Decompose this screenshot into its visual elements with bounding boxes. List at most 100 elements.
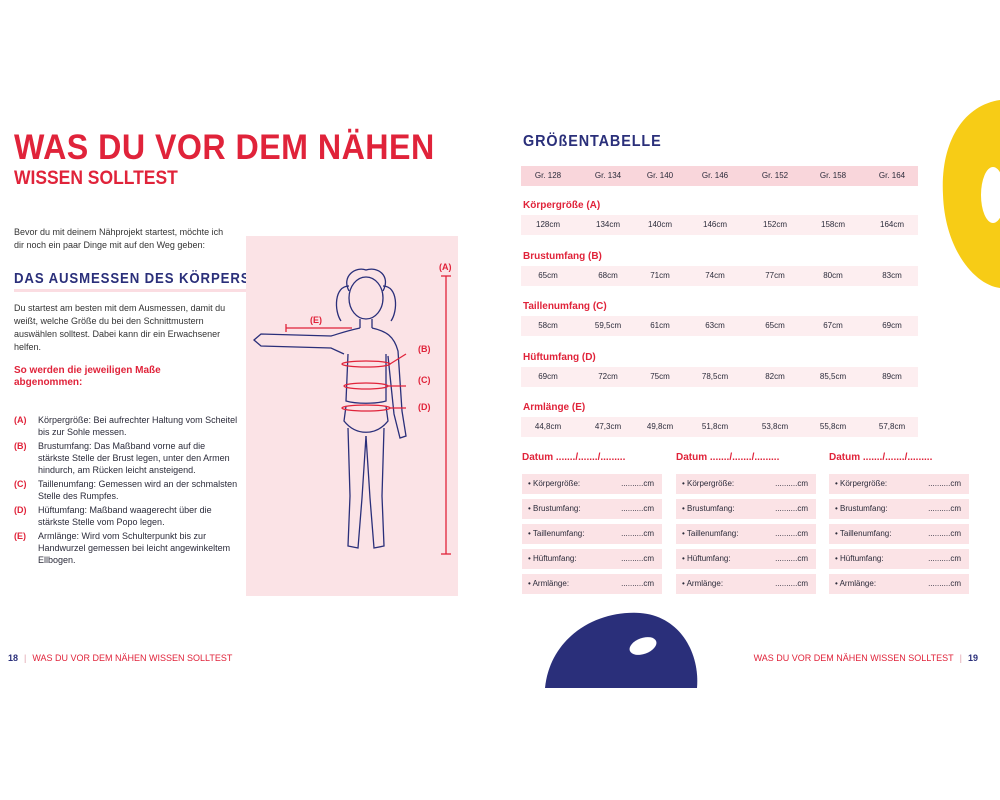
measurement-entry-field[interactable]: • Taillenumfang: ..........cm (522, 524, 662, 544)
table-cell: 158cm (820, 220, 846, 229)
page-title: WAS DU VOR DEM NÄHEN (14, 128, 435, 167)
field-blank: ..........cm (621, 479, 654, 488)
field-blank: ..........cm (621, 529, 654, 538)
table-cell: 72cm (598, 371, 618, 381)
row-label: Armlänge (E) (523, 402, 586, 413)
table-cell: 51,8cm (701, 422, 729, 431)
footer-text: WAS DU VOR DEM NÄHEN WISSEN SOLLTEST (753, 653, 954, 663)
section-heading: DAS AUSMESSEN DES KÖRPERS (14, 270, 251, 292)
table-row: 65cm 68cm 71cm 74cm 77cm 80cm 83cm (521, 265, 918, 286)
date-label: Datum ......./......./......... (676, 452, 780, 463)
body-measurement-illustration: (A) (E) (B) (C) (D) (246, 236, 458, 596)
field-blank: ..........cm (775, 529, 808, 538)
size-table-heading: GRÖßENTABELLE (523, 133, 662, 150)
row-label: Körpergröße (A) (523, 200, 601, 211)
field-label: • Armlänge: (682, 579, 724, 588)
page-number: 18 (8, 653, 19, 663)
table-cell: 80cm (823, 270, 843, 280)
label-c: (C) (418, 375, 431, 385)
footer-text: WAS DU VOR DEM NÄHEN WISSEN SOLLTEST (32, 653, 233, 663)
measurement-entry-field[interactable]: • Körpergröße: ..........cm (522, 474, 662, 494)
row-label: Taillenumfang (C) (523, 301, 607, 312)
measurement-entry-field[interactable]: • Armlänge: ..........cm (676, 574, 816, 594)
table-cell: 55,8cm (819, 422, 847, 431)
table-cell: 164cm (879, 220, 905, 229)
table-cell: 58cm (538, 321, 558, 330)
list-item: (C) Taillenumfang: Gemessen wird an der s… (14, 479, 238, 501)
table-cell: 59,5cm (594, 321, 622, 330)
table-cell: 134cm (595, 220, 621, 229)
field-label: • Brustumfang: (682, 504, 735, 513)
table-cell: Gr. 152 (761, 171, 789, 180)
label-a: (A) (439, 262, 452, 272)
table-cell: 65cm (538, 270, 558, 280)
measurement-entry-field[interactable]: • Körpergröße: ..........cm (829, 474, 969, 494)
table-row: 128cm 134cm 140cm 146cm 152cm 158cm 164cm (521, 215, 918, 235)
table-row: 58cm 59,5cm 61cm 63cm 65cm 67cm 69cm (521, 316, 918, 336)
field-label: • Hüftumfang: (682, 554, 731, 563)
table-cell: 69cm (882, 321, 902, 330)
list-item: (B) Brustumfang: Das Maßband vorne auf di… (14, 441, 230, 475)
date-label: Datum ......./......./......... (522, 452, 626, 463)
table-cell: 146cm (702, 220, 728, 229)
table-cell: Gr. 164 (878, 171, 906, 180)
table-header-row: Gr. 128 Gr. 134 Gr. 140 Gr. 146 Gr. 152 Gr. 1… (521, 166, 918, 186)
footer-left: 18 | WAS DU VOR DEM NÄHEN WISSEN SOLLTEST (8, 653, 233, 663)
measurement-log-column: Datum ......./......./......... • Körperg… (676, 452, 816, 599)
measurement-log-column: Datum ......./......./......... • Körperg… (829, 452, 969, 599)
table-cell: 69cm (538, 371, 558, 381)
table-cell: 75cm (650, 371, 670, 381)
table-cell: 57,8cm (878, 422, 906, 431)
label-d: (D) (418, 402, 431, 412)
measurement-entry-field[interactable]: • Taillenumfang: ..........cm (676, 524, 816, 544)
table-cell: 44,8cm (534, 422, 562, 431)
table-cell: 74cm (705, 270, 725, 280)
table-cell: Gr. 134 (594, 171, 622, 180)
field-blank: ..........cm (621, 504, 654, 513)
intro-text: Bevor du mit deinem Nähprojekt startest,… (14, 227, 224, 250)
measurement-entry-field[interactable]: • Armlänge: ..........cm (829, 574, 969, 594)
table-cell: 53,8cm (761, 422, 789, 431)
field-label: • Armlänge: (835, 579, 877, 588)
table-cell: Gr. 158 (819, 171, 847, 180)
section-paragraph: Du startest am besten mit dem Ausmessen,… (14, 303, 226, 352)
table-row: 44,8cm 47,3cm 49,8cm 51,8cm 53,8cm 55,8cm 57,8… (521, 417, 918, 437)
table-cell: 140cm (647, 220, 673, 229)
measurement-entry-field[interactable]: • Hüftumfang: ..........cm (522, 549, 662, 569)
footer-right: WAS DU VOR DEM NÄHEN WISSEN SOLLTEST | 19 (753, 653, 978, 663)
table-cell: 71cm (650, 270, 670, 280)
measurement-entry-field[interactable]: • Armlänge: ..........cm (522, 574, 662, 594)
table-cell: 61cm (650, 321, 670, 330)
field-blank: ..........cm (928, 554, 961, 563)
measurement-entry-field[interactable]: • Körpergröße: ..........cm (676, 474, 816, 494)
field-label: • Körpergröße: (835, 479, 888, 488)
field-label: • Taillenumfang: (682, 529, 739, 538)
table-cell: 152cm (762, 220, 788, 229)
measurement-entry-field[interactable]: • Brustumfang: ..........cm (522, 499, 662, 519)
field-label: • Hüftumfang: (528, 554, 577, 563)
measurement-entry-field[interactable]: • Hüftumfang: ..........cm (829, 549, 969, 569)
field-blank: ..........cm (928, 504, 961, 513)
table-cell: 67cm (823, 321, 843, 330)
field-label: • Hüftumfang: (835, 554, 884, 563)
list-item: (E) Armlänge: Wird vom Schulterpunkt bis … (14, 531, 231, 565)
table-cell: 128cm (535, 220, 561, 229)
field-blank: ..........cm (928, 529, 961, 538)
measurement-entry-field[interactable]: • Hüftumfang: ..........cm (676, 549, 816, 569)
measurement-entry-field[interactable]: • Taillenumfang: ..........cm (829, 524, 969, 544)
table-cell: 78,5cm (701, 371, 729, 381)
measurement-entry-field[interactable]: • Brustumfang: ..........cm (829, 499, 969, 519)
table-cell: 68cm (598, 270, 618, 280)
measurement-entry-field[interactable]: • Brustumfang: ..........cm (676, 499, 816, 519)
label-e: (E) (310, 315, 322, 325)
label-b: (B) (418, 344, 431, 354)
field-label: • Körpergröße: (528, 479, 581, 488)
row-label: Hüftumfang (D) (523, 351, 596, 363)
table-row: 69cm 72cm 75cm 78,5cm 82cm 85,5cm 89cm (521, 366, 918, 387)
row-label: Brustumfang (B) (523, 250, 602, 262)
table-cell: 89cm (882, 371, 902, 381)
girl-figure-icon: (A) (E) (B) (C) (D) (253, 262, 452, 555)
table-cell: 63cm (705, 321, 725, 330)
table-cell: 49,8cm (646, 422, 674, 431)
measurement-log-column: Datum ......./......./......... • Körperg… (522, 452, 662, 599)
